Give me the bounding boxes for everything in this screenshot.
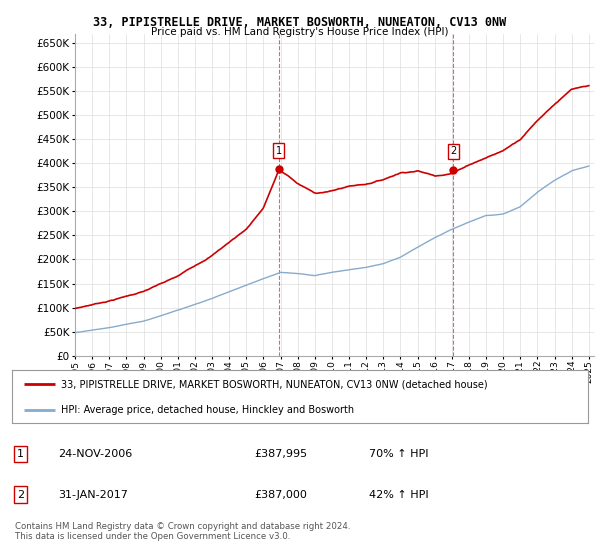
Text: 42% ↑ HPI: 42% ↑ HPI [369, 489, 429, 500]
Text: HPI: Average price, detached house, Hinckley and Bosworth: HPI: Average price, detached house, Hinc… [61, 405, 354, 415]
Text: 1: 1 [17, 449, 24, 459]
Text: 24-NOV-2006: 24-NOV-2006 [58, 449, 133, 459]
Text: 1: 1 [276, 146, 282, 156]
Text: 31-JAN-2017: 31-JAN-2017 [58, 489, 128, 500]
Text: £387,995: £387,995 [254, 449, 307, 459]
Text: 33, PIPISTRELLE DRIVE, MARKET BOSWORTH, NUNEATON, CV13 0NW (detached house): 33, PIPISTRELLE DRIVE, MARKET BOSWORTH, … [61, 380, 488, 390]
Text: Price paid vs. HM Land Registry's House Price Index (HPI): Price paid vs. HM Land Registry's House … [151, 27, 449, 38]
Text: 33, PIPISTRELLE DRIVE, MARKET BOSWORTH, NUNEATON, CV13 0NW: 33, PIPISTRELLE DRIVE, MARKET BOSWORTH, … [94, 16, 506, 29]
Text: 2: 2 [450, 146, 457, 156]
Text: £387,000: £387,000 [254, 489, 307, 500]
Text: 70% ↑ HPI: 70% ↑ HPI [369, 449, 428, 459]
Text: 2: 2 [17, 489, 24, 500]
Text: Contains HM Land Registry data © Crown copyright and database right 2024.
This d: Contains HM Land Registry data © Crown c… [15, 522, 350, 542]
